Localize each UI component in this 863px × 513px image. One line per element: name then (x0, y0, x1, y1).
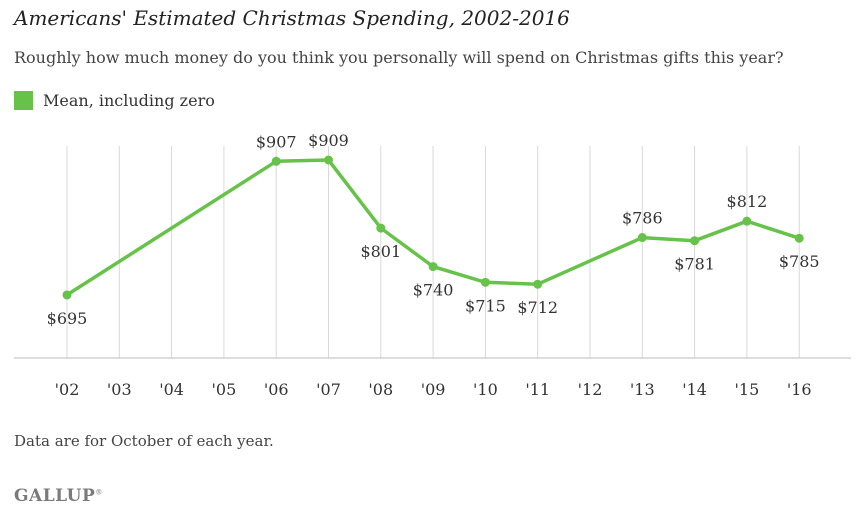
data-point (324, 155, 333, 165)
legend-label: Mean, including zero (43, 90, 215, 110)
x-tick-label: '06 (264, 380, 289, 399)
x-tick-labels: '02 '03 '04 '05 '06 '07 '08 '09 '10 '11 '12 '13 '14 '… (55, 380, 812, 399)
data-label: $785 (779, 252, 820, 271)
x-tick-label: '13 (630, 380, 655, 399)
data-point (376, 223, 386, 233)
data-labels: $695 $907 $909 $801 $740 $715 $712 $786 $781 $812… (47, 131, 820, 328)
x-tick-label: '05 (212, 380, 237, 399)
data-point (271, 156, 281, 166)
chart-subtitle: Roughly how much money do you think you … (14, 48, 784, 67)
data-point (690, 236, 700, 246)
x-tick-label: '12 (578, 380, 603, 399)
data-label: $712 (517, 298, 558, 317)
data-label: $812 (727, 192, 768, 211)
data-points (62, 155, 804, 300)
data-point (62, 290, 72, 300)
x-tick-label: '14 (682, 380, 707, 399)
data-label: $786 (622, 209, 663, 228)
x-tick-label: '03 (107, 380, 132, 399)
x-tick-label: '10 (473, 380, 498, 399)
logo-text: GALLUP (14, 486, 96, 506)
data-label: $715 (465, 296, 506, 315)
x-tick-label: '08 (368, 380, 393, 399)
data-label: $781 (674, 255, 715, 274)
chart-title: Americans' Estimated Christmas Spending,… (14, 6, 570, 30)
footnote: Data are for October of each year. (14, 432, 274, 450)
data-label: $695 (47, 309, 88, 328)
legend: Mean, including zero (14, 90, 215, 110)
data-point (533, 279, 543, 289)
data-point (637, 233, 647, 243)
data-label: $907 (256, 132, 297, 151)
data-label: $909 (308, 131, 349, 150)
x-tick-label: '09 (421, 380, 446, 399)
legend-swatch (14, 90, 33, 110)
x-tick-label: '15 (735, 380, 760, 399)
x-tick-label: '07 (316, 380, 341, 399)
x-tick-label: '11 (525, 380, 550, 399)
x-tick-label: '04 (159, 380, 184, 399)
data-point (794, 233, 804, 243)
data-point (480, 277, 490, 287)
gridlines (66, 146, 800, 358)
gallup-logo: GALLUP® (14, 486, 103, 506)
data-label: $740 (413, 281, 454, 300)
x-tick-label: '16 (787, 380, 812, 399)
data-point (428, 262, 438, 272)
data-point (742, 216, 752, 226)
data-label: $801 (360, 242, 401, 261)
x-tick-label: '02 (55, 380, 80, 399)
